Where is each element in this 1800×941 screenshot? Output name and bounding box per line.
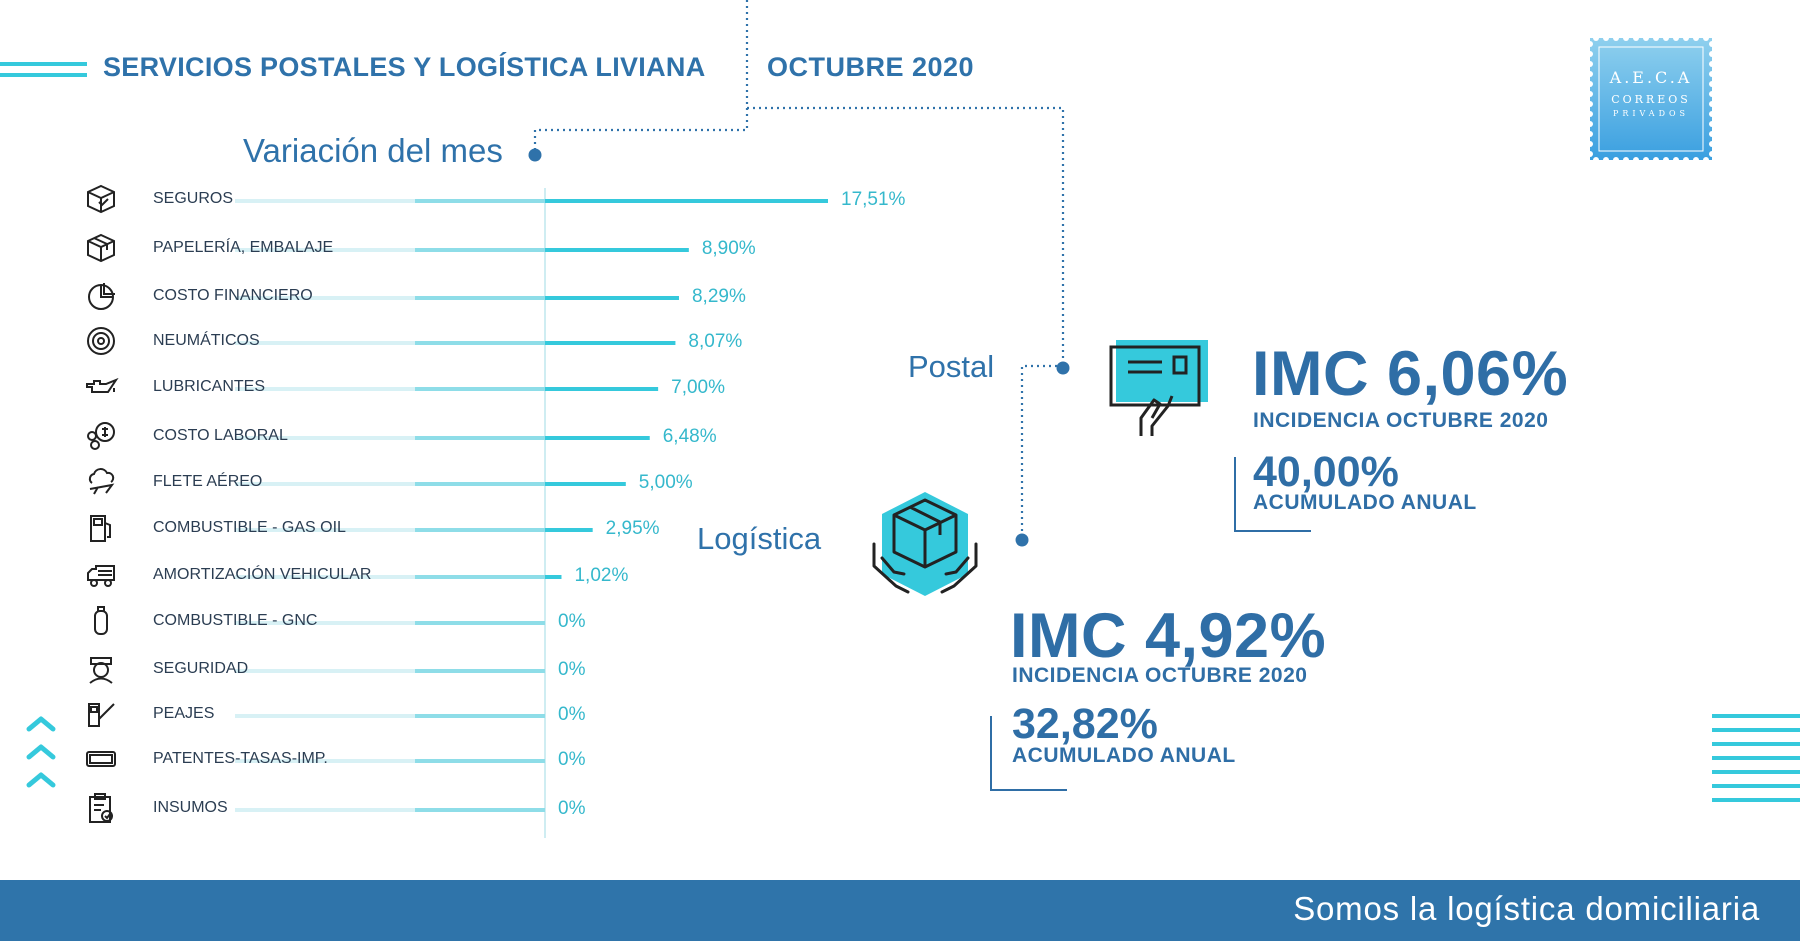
logistica-imc: IMC 4,92% [1010,601,1327,671]
scroll-up-chevrons [26,716,56,788]
category-label: INSUMOS [153,799,228,816]
coins-icon [87,422,115,450]
category-label: AMORTIZACIÓN VEHICULAR [153,566,372,583]
page-month: OCTUBRE 2020 [767,52,975,82]
gas-cylinder-icon [94,606,108,635]
postal-imc: IMC 6,06% [1252,339,1569,409]
category-label: COSTO LABORAL [153,427,288,444]
logistica-box-hands-icon [872,492,978,596]
package-icon [87,233,115,263]
value-label: 8,90% [701,238,756,259]
postal-letter-icon [1109,340,1208,436]
logo-line3: PRIVADOS [1612,109,1690,118]
postal-bracket [1234,457,1311,532]
tire-icon [87,327,115,355]
clipboard-icon [89,793,113,823]
oil-can-icon [86,377,119,393]
category-label: COMBUSTIBLE - GNC [153,612,318,629]
category-label: PAPELERÍA, EMBALAJE [153,239,334,256]
category-label: COSTO FINANCIERO [153,287,313,304]
logistica-acumulado-value: 32,82% [1012,700,1158,748]
truck-icon [87,565,115,587]
value-label: 7,00% [671,377,725,398]
postal-acumulado-value: 40,00% [1253,448,1399,496]
category-label: PEAJES [153,705,215,722]
category-label: NEUMÁTICOS [153,332,260,349]
category-label: COMBUSTIBLE - GAS OIL [153,519,346,536]
value-label: 0% [558,659,586,680]
category-label: LUBRICANTES [153,378,266,395]
chart-title: Variación del mes [243,132,503,169]
value-label: 0% [558,798,586,819]
category-label: FLETE AÉREO [153,473,263,490]
logistica-incidencia: INCIDENCIA OCTUBRE 2020 [1012,664,1308,687]
pie-chart-icon [88,283,115,310]
value-label: 8,07% [688,331,743,352]
category-label: SEGURIDAD [153,660,249,677]
license-plate-icon [86,751,116,767]
cloud-plane-icon [88,468,115,495]
aeca-logo: A.E.C.A CORREOS PRIVADOS [1590,38,1712,160]
logo-line1: A.E.C.A [1609,68,1693,87]
right-decoration-lines [1712,714,1800,812]
postal-incidencia: INCIDENCIA OCTUBRE 2020 [1253,409,1549,432]
toll-barrier-icon [88,703,115,727]
value-label: 2,95% [605,518,660,539]
value-label: 8,29% [691,286,746,307]
postal-acumulado-label: ACUMULADO ANUAL [1253,491,1477,514]
value-label: 1,02% [574,565,629,586]
security-guard-icon [89,657,113,684]
value-label: 6,48% [662,426,717,447]
category-label: PATENTES-TASAS-IMP. [153,750,328,767]
fuel-pump-icon [90,515,111,542]
logistica-acumulado-label: ACUMULADO ANUAL [1012,744,1236,767]
value-label: 0% [558,611,586,632]
page-title: SERVICIOS POSTALES Y LOGÍSTICA LIVIANA [103,52,706,82]
value-label: 0% [558,704,586,725]
footer-bar [0,880,1800,941]
value-label: 17,51% [841,189,906,210]
category-label: SEGUROS [153,190,234,207]
value-label: 5,00% [638,472,693,493]
shield-box-icon [87,184,115,214]
footer-slogan: Somos la logística domiciliaria [1293,890,1760,927]
header-decoration-lines [0,62,87,84]
logo-line2: CORREOS [1611,93,1691,106]
value-label: 0% [558,749,586,770]
postal-label: Postal [908,349,995,384]
logistica-label: Logística [697,521,822,556]
logistica-bracket [990,716,1067,791]
